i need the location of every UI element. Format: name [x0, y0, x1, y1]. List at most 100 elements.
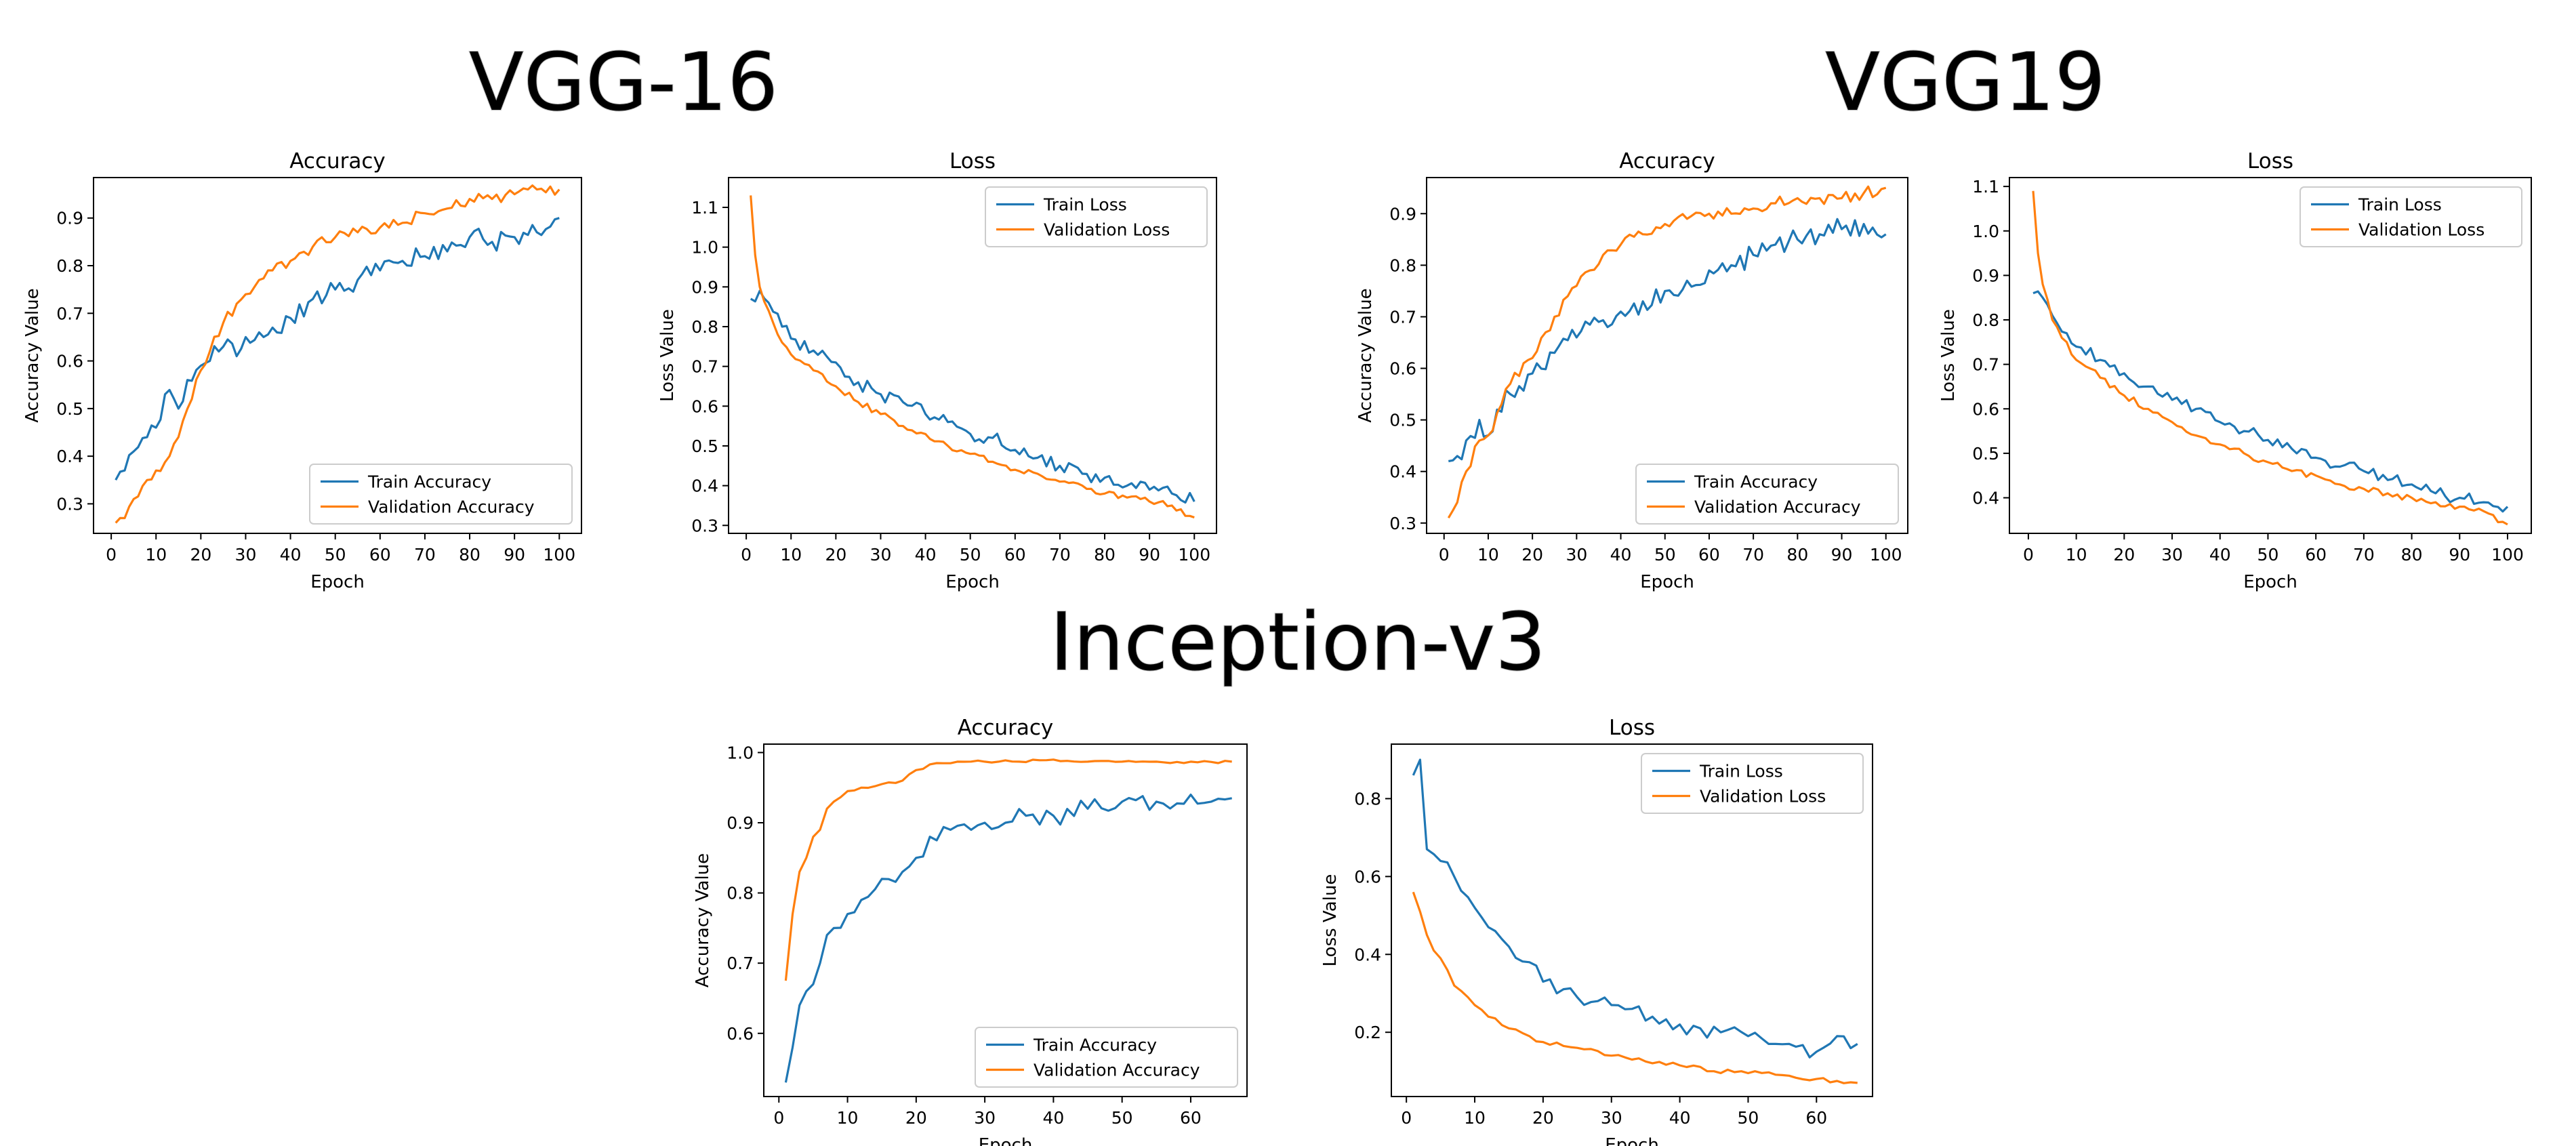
vgg19-loss-xtick-label: 10 [2066, 545, 2087, 565]
vgg19-loss-xtick-label: 50 [2257, 545, 2279, 565]
inception-accuracy-ytick-label: 0.9 [727, 813, 754, 833]
vgg16-loss-ytick-label: 0.5 [691, 436, 718, 456]
vgg19-accuracy-xtick-label: 30 [1566, 545, 1587, 565]
vgg19-accuracy-ytick-label: 0.8 [1389, 255, 1416, 275]
inception-loss-legend-box [1641, 753, 1864, 814]
vgg16-accuracy-xtick-label: 70 [414, 545, 436, 565]
vgg19-accuracy-xlabel: Epoch [1640, 572, 1694, 592]
inception-accuracy-legend-label-validation: Validation Accuracy [1034, 1061, 1200, 1080]
vgg16-accuracy-ylabel: Accuracy Value [22, 288, 43, 422]
inception-accuracy-legend-label-train: Train Accuracy [1033, 1036, 1157, 1055]
vgg19-loss-chart: Loss 0 10 20 30 40 50 60 70 80 90 100 0.4 0.5 0.6 0.7 0.… [1938, 149, 2532, 592]
vgg19-accuracy-xtick-label: 50 [1654, 545, 1676, 565]
vgg16-accuracy-ytick-label: 0.4 [56, 447, 83, 466]
vgg19-accuracy-xtick-label: 80 [1786, 545, 1808, 565]
vgg19-loss-validation-line [2032, 190, 2508, 526]
vgg19-loss-xtick-label: 20 [2113, 545, 2135, 565]
vgg16-accuracy-legend-box [309, 464, 573, 525]
heading-vgg16: VGG-16 [469, 35, 778, 129]
inception-loss-xtick-label: 60 [1805, 1108, 1827, 1128]
vgg16-loss-chart: Loss 0 10 20 30 40 50 60 70 80 90 100 0.3 0.4 0.5 0.6 0.… [657, 149, 1217, 592]
vgg16-accuracy-title: Accuracy [289, 149, 386, 173]
vgg16-loss-xtick-label: 90 [1139, 545, 1160, 565]
vgg19-loss-ytick-label: 0.4 [1972, 489, 1999, 508]
vgg16-accuracy-chart: Accuracy 0 10 20 30 40 50 60 70 80 90 100 0.3 0.4 0.5 0… [22, 149, 582, 592]
vgg19-loss-legend-box [2299, 186, 2522, 247]
vgg16-loss-xtick-label: 10 [780, 545, 802, 565]
vgg19-accuracy-xtick-label: 40 [1610, 545, 1632, 565]
vgg19-accuracy-ytick-label: 0.9 [1389, 204, 1416, 224]
vgg16-loss-xtick-label: 70 [1049, 545, 1071, 565]
vgg16-loss-ytick-label: 0.4 [691, 476, 718, 496]
vgg16-accuracy-xtick-label: 30 [235, 545, 257, 565]
vgg19-loss-ytick-label: 0.9 [1972, 266, 1999, 285]
vgg16-accuracy-legend: Train Accuracy Validation Accuracy [309, 464, 573, 525]
vgg16-loss-title: Loss [949, 149, 996, 173]
inception-accuracy-ytick-label: 0.8 [727, 884, 754, 903]
vgg16-accuracy-xtick-label: 10 [145, 545, 167, 565]
vgg16-loss-xtick-label: 100 [1178, 545, 1210, 565]
inception-loss-chart: Loss 0 10 20 30 40 50 60 0.2 0.4 0.6 0.8 Epoch Loss V… [1320, 716, 1873, 1146]
vgg19-accuracy-frame [1426, 177, 1908, 534]
vgg16-loss-xtick-label: 0 [741, 545, 752, 565]
vgg16-accuracy-validation-line [115, 184, 560, 524]
vgg19-loss-legend-label-validation: Validation Loss [2358, 220, 2485, 240]
inception-loss-train-line [1412, 758, 1858, 1059]
vgg19-accuracy-ytick-label: 0.4 [1389, 462, 1416, 482]
vgg19-loss-ytick-label: 0.8 [1972, 310, 1999, 330]
vgg16-accuracy-xtick-label: 0 [106, 545, 117, 565]
inception-loss-xlabel: Epoch [1605, 1135, 1659, 1146]
vgg16-loss-xtick-label: 20 [825, 545, 846, 565]
vgg16-loss-legend-label-train: Train Loss [1043, 195, 1127, 215]
inception-loss-ytick-label: 0.2 [1354, 1023, 1381, 1042]
vgg19-loss-ytick-label: 0.6 [1972, 399, 1999, 419]
vgg16-accuracy-ytick-label: 0.3 [56, 494, 83, 514]
vgg19-accuracy-validation-line [1447, 185, 1887, 519]
inception-accuracy-title: Accuracy [958, 716, 1054, 740]
vgg19-accuracy-xtick-label: 10 [1477, 545, 1499, 565]
vgg19-loss-ylabel: Loss Value [1938, 309, 1959, 402]
inception-loss-xtick-label: 40 [1669, 1108, 1691, 1128]
vgg19-accuracy-xtick-label: 70 [1742, 545, 1764, 565]
vgg16-accuracy-frame [93, 177, 582, 534]
inception-loss-legend-label-validation: Validation Loss [1700, 787, 1826, 806]
inception-accuracy-legend-box [975, 1027, 1238, 1088]
inception-loss-xtick-label: 10 [1464, 1108, 1486, 1128]
inception-accuracy-xtick-label: 30 [974, 1108, 996, 1128]
vgg16-loss-xtick-label: 30 [870, 545, 892, 565]
vgg16-accuracy-xtick-label: 60 [369, 545, 391, 565]
inception-accuracy-ylabel: Accuracy Value [693, 853, 713, 987]
vgg19-loss-ytick-label: 1.1 [1972, 177, 1999, 197]
inception-accuracy-xtick-label: 0 [773, 1108, 784, 1128]
vgg19-loss-xtick-label: 90 [2449, 545, 2470, 565]
inception-accuracy-chart: Accuracy 0 10 20 30 40 50 60 0.6 0.7 0.8 0.9 1.0 Epoc… [693, 716, 1248, 1146]
inception-accuracy-train-line [784, 793, 1232, 1083]
vgg19-loss-ytick-label: 0.7 [1972, 355, 1999, 375]
vgg16-accuracy-ytick-label: 0.7 [56, 304, 83, 323]
vgg16-loss-xtick-label: 50 [960, 545, 981, 565]
vgg16-accuracy-xtick-label: 80 [459, 545, 481, 565]
vgg16-loss-xtick-label: 60 [1004, 545, 1026, 565]
vgg19-accuracy-title: Accuracy [1619, 149, 1715, 173]
vgg16-loss-ytick-label: 0.9 [691, 277, 718, 297]
vgg19-accuracy-train-line [1448, 218, 1887, 463]
vgg19-loss-ytick-label: 0.5 [1972, 444, 1999, 464]
vgg16-accuracy-xtick-label: 90 [504, 545, 525, 565]
vgg16-loss-ytick-label: 0.3 [691, 516, 718, 535]
vgg19-accuracy-ylabel: Accuracy Value [1355, 288, 1376, 422]
vgg16-accuracy-legend-label-train: Train Accuracy [367, 472, 491, 492]
vgg19-accuracy-ytick-label: 0.3 [1389, 514, 1416, 533]
heading-vgg19: VGG19 [1825, 35, 2106, 129]
vgg16-loss-frame [728, 177, 1217, 534]
vgg19-loss-xtick-label: 30 [2161, 545, 2183, 565]
inception-accuracy-frame [763, 743, 1248, 1097]
vgg19-loss-legend: Train Loss Validation Loss [2299, 186, 2522, 247]
vgg16-accuracy-xtick-label: 50 [325, 545, 346, 565]
inception-accuracy-validation-line [784, 758, 1232, 981]
inception-loss-xtick-label: 20 [1532, 1108, 1554, 1128]
inception-loss-ytick-label: 0.6 [1354, 867, 1381, 886]
vgg16-loss-ytick-label: 1.1 [691, 198, 718, 218]
vgg19-accuracy-legend-label-train: Train Accuracy [1694, 472, 1818, 492]
vgg16-loss-xtick-label: 80 [1094, 545, 1116, 565]
vgg16-accuracy-ytick-label: 0.8 [56, 256, 83, 276]
